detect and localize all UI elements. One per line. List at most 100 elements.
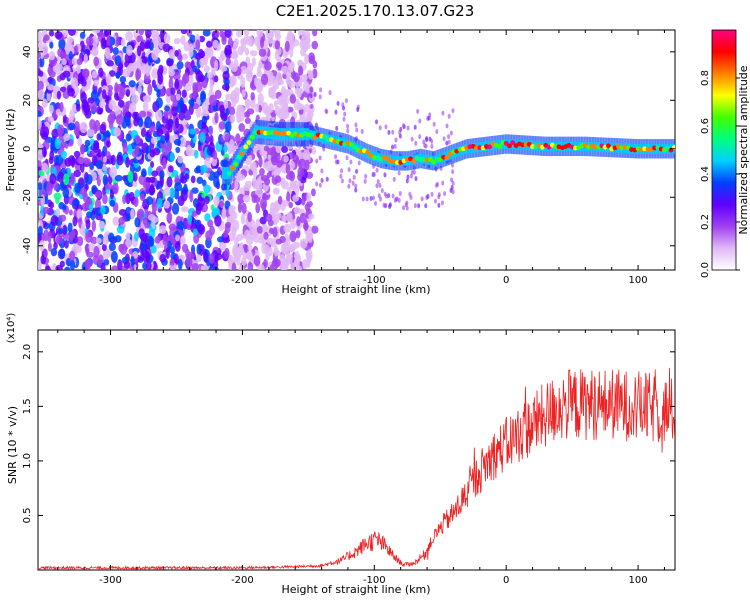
- spectrogram-cell: [414, 176, 418, 182]
- spectrogram-cell: [242, 194, 251, 203]
- spectrogram-cell: [145, 196, 154, 205]
- spectrogram-peak: [240, 151, 245, 157]
- spectrogram-cell: [224, 223, 231, 234]
- spectrogram-cell: [51, 128, 59, 139]
- spectrogram-cell: [292, 154, 299, 163]
- spectrogram-cell: [93, 246, 100, 258]
- spectrogram-cell: [315, 181, 319, 187]
- spectrogram-cell: [181, 53, 188, 60]
- spectrogram-cell: [231, 97, 237, 108]
- spectrogram-cell: [158, 64, 164, 75]
- spectrogram-cell: [117, 99, 125, 108]
- snr-x-tick-label: -300: [99, 575, 122, 586]
- spectrogram-cell: [320, 177, 324, 183]
- spectrogram-cell: [274, 175, 282, 183]
- spectrogram-cell: [100, 205, 106, 215]
- spectrogram-cell: [281, 65, 289, 75]
- colorbar-tick-label: 0.2: [700, 214, 711, 230]
- spectrogram-cell: [213, 171, 220, 179]
- spectrogram-cell: [387, 130, 391, 136]
- spectrogram-cell: [229, 114, 236, 123]
- spectrogram-cell: [384, 124, 388, 130]
- spectrogram-cell: [218, 121, 226, 130]
- spectrogram-cell: [277, 78, 285, 86]
- spectrogram-cell: [433, 198, 437, 204]
- spectrogram-cell: [112, 47, 119, 55]
- spectrogram-band: [242, 145, 245, 158]
- spectrogram-cell: [424, 143, 428, 149]
- spectrogram-cell: [251, 57, 256, 68]
- spectrogram-cell: [313, 92, 317, 98]
- spectrogram-cell: [244, 47, 250, 56]
- colorbar-label: Normalized spectral amplitude: [737, 65, 750, 234]
- spectrogram-cell: [138, 174, 147, 186]
- spectrogram-cell: [126, 212, 131, 222]
- spectrogram-cell: [83, 53, 88, 64]
- spectrogram-peak: [523, 141, 529, 147]
- spectrogram-cell: [115, 114, 124, 125]
- spectrogram-cell: [202, 30, 211, 37]
- spectrogram-cell: [38, 89, 45, 100]
- spectrogram-cell: [297, 173, 302, 181]
- spectrogram-cell: [179, 235, 186, 246]
- spectrogram-cell: [45, 265, 51, 270]
- spectrogram-cell: [73, 150, 81, 158]
- spectrogram-peak: [226, 171, 232, 176]
- spectrogram-cell: [214, 30, 220, 39]
- spectrogram-band: [229, 164, 232, 178]
- spectrogram-cell: [149, 237, 155, 247]
- spectrogram-peak: [507, 143, 512, 149]
- spectrogram-cell: [202, 55, 208, 66]
- spectrogram-cell: [228, 209, 236, 216]
- spectrogram-cell: [394, 137, 398, 143]
- spectrogram-cell: [224, 133, 230, 142]
- spectrogram-cell: [336, 101, 340, 107]
- spectrogram-cell: [134, 231, 139, 242]
- spectrogram-cell: [271, 85, 277, 94]
- spectrogram-cell: [77, 137, 83, 147]
- spectrogram-cell: [40, 43, 49, 56]
- spectrogram-cell: [218, 200, 225, 208]
- spectrogram-cell: [105, 73, 112, 86]
- spectrogram-cell: [208, 125, 214, 136]
- spectrogram-cell: [425, 137, 429, 143]
- spectrogram-cell: [194, 150, 199, 159]
- spectrogram-cell: [107, 232, 115, 243]
- spectrogram-cell: [254, 103, 260, 113]
- spectrogram-cell: [198, 35, 206, 43]
- spectrogram-cell: [125, 193, 131, 205]
- spectrogram-cell: [281, 145, 289, 154]
- spectrogram-cell: [187, 214, 193, 225]
- spectrogram-cell: [325, 109, 329, 115]
- spectrogram-cell: [96, 133, 102, 141]
- spectrogram-cell: [149, 176, 156, 184]
- spectrogram-cell: [391, 144, 395, 150]
- spectrogram-band: [236, 155, 239, 168]
- spectrogram-cell: [302, 258, 308, 270]
- spectrogram-cell: [231, 49, 238, 59]
- spectrogram-cell: [225, 93, 232, 100]
- spectrogram-cell: [76, 208, 83, 220]
- spectrogram-cell: [258, 48, 267, 57]
- spectrogram-cell: [236, 246, 244, 255]
- spectrogram-cell: [213, 75, 219, 83]
- spectrogram-cell: [62, 224, 68, 236]
- spectrogram-cell: [357, 160, 361, 166]
- spectrogram-cell: [225, 57, 231, 66]
- spectrogram-cell: [73, 121, 81, 133]
- spectrogram-cell: [355, 127, 359, 133]
- spectrogram-cell: [101, 243, 107, 252]
- spectrogram-cell: [256, 30, 264, 38]
- spectrogram-cell: [59, 214, 67, 222]
- spectrogram-cell: [260, 174, 269, 182]
- spectrogram-cell: [225, 108, 230, 116]
- spectrogram-cell: [134, 217, 141, 228]
- spectrogram-cell: [47, 65, 53, 75]
- spectrogram-cell: [235, 133, 241, 145]
- spectrogram-cell: [441, 110, 445, 116]
- spectrogram-cell: [88, 204, 93, 213]
- spectrogram-cell: [84, 258, 93, 268]
- spectrogram-cell: [451, 169, 455, 175]
- spectrogram-cell: [203, 251, 208, 263]
- spectrogram-cell: [178, 54, 183, 62]
